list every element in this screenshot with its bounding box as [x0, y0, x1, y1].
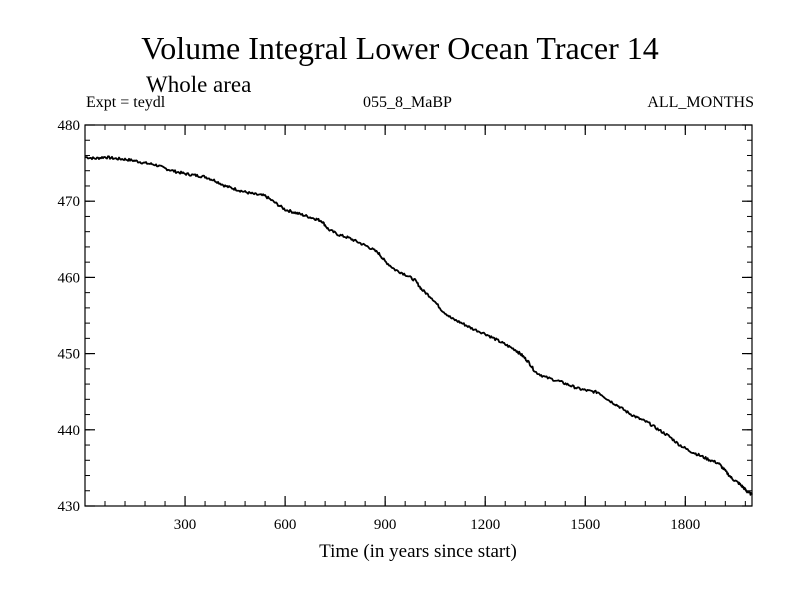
- x-tick-label: 1800: [670, 517, 700, 533]
- minor-ticks: [85, 125, 752, 506]
- x-tick-label: 1200: [470, 517, 500, 533]
- experiment-id-label: 055_8_MaBP: [363, 94, 452, 111]
- y-tick-label: 460: [58, 270, 81, 286]
- x-tick-label: 300: [174, 517, 197, 533]
- tick-labels: 300 600 900 1200 1500 1800 430 440 450 460 470 480: [58, 118, 701, 533]
- y-tick-label: 480: [58, 118, 81, 134]
- experiment-label: Expt = teydl: [86, 94, 166, 111]
- y-tick-label: 470: [58, 194, 81, 210]
- plot-frame: [84, 124, 753, 507]
- months-label: ALL_MONTHS: [647, 94, 754, 111]
- y-tick-label: 440: [58, 423, 81, 439]
- chart-title: Volume Integral Lower Ocean Tracer 14: [141, 30, 659, 66]
- y-tick-label: 450: [58, 347, 81, 363]
- data-series-line: [84, 155, 753, 496]
- x-tick-label: 1500: [570, 517, 600, 533]
- x-tick-label: 900: [374, 517, 397, 533]
- chart-subtitle: Whole area: [146, 72, 252, 97]
- x-axis-label: Time (in years since start): [319, 541, 517, 562]
- x-tick-label: 600: [274, 517, 297, 533]
- major-ticks: [85, 124, 752, 507]
- y-tick-label: 430: [58, 499, 81, 515]
